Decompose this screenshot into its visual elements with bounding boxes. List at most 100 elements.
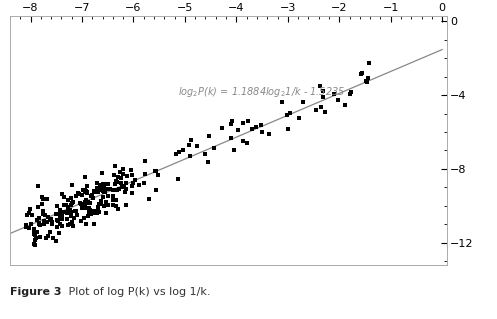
Text: Plot of log P(k) vs log 1/k.: Plot of log P(k) vs log 1/k. [65, 287, 210, 297]
Point [109, 197, 117, 203]
Point [119, 167, 127, 172]
Point [81, 200, 89, 205]
Point [42, 235, 50, 241]
Point [83, 183, 91, 188]
Point [86, 211, 94, 216]
Point [151, 168, 159, 173]
Point [185, 143, 193, 148]
Point [93, 211, 101, 216]
Point [30, 242, 38, 247]
Point [68, 182, 76, 187]
Point [60, 203, 68, 208]
Point [40, 218, 48, 223]
Point [104, 194, 112, 199]
Point [56, 208, 64, 213]
Point [284, 127, 292, 132]
Point [122, 203, 130, 208]
Point [47, 216, 55, 221]
Point [114, 174, 122, 179]
Point [56, 210, 64, 215]
Point [252, 125, 260, 130]
Point [59, 217, 67, 222]
Point [82, 222, 89, 227]
Point [186, 153, 194, 158]
Point [60, 194, 68, 199]
Point [258, 129, 266, 134]
Point [65, 209, 73, 214]
Point [286, 111, 294, 116]
Point [96, 198, 104, 203]
Point [121, 190, 129, 195]
Point [334, 97, 342, 102]
Point [115, 187, 123, 192]
Point [65, 208, 73, 213]
Point [65, 197, 73, 202]
Point [98, 171, 106, 176]
Point [32, 236, 40, 241]
Point [244, 119, 252, 124]
Point [34, 184, 42, 189]
Point [357, 71, 365, 77]
Point [79, 202, 87, 207]
Point [95, 210, 103, 215]
Point [35, 220, 43, 225]
Point [116, 169, 124, 174]
Point [201, 151, 209, 156]
Point [193, 144, 201, 149]
Point [319, 94, 327, 99]
Point [283, 113, 291, 118]
Point [94, 208, 102, 213]
Point [94, 204, 102, 209]
Point [44, 234, 52, 239]
Point [129, 180, 137, 185]
Point [68, 213, 76, 218]
Point [27, 221, 35, 226]
Point [114, 206, 122, 211]
Point [39, 197, 47, 202]
Point [174, 149, 182, 154]
Point [44, 214, 52, 219]
Point [154, 173, 162, 178]
Point [230, 147, 238, 152]
Point [122, 187, 130, 192]
Point [112, 178, 120, 183]
Point [85, 208, 93, 213]
Point [172, 151, 180, 156]
Point [100, 189, 108, 195]
Point [41, 212, 49, 217]
Point [358, 71, 366, 76]
Point [30, 232, 38, 237]
Point [111, 164, 119, 169]
Point [54, 224, 62, 229]
Text: Figure 3: Figure 3 [10, 287, 62, 297]
Point [135, 182, 143, 188]
Point [22, 223, 30, 228]
Point [65, 210, 73, 215]
Point [278, 99, 286, 104]
Point [64, 204, 72, 209]
Point [68, 219, 76, 225]
Point [100, 203, 108, 208]
Point [239, 121, 247, 126]
Point [227, 122, 235, 127]
Point [361, 78, 369, 84]
Point [228, 118, 236, 123]
Point [78, 193, 85, 198]
Point [87, 193, 95, 198]
Point [58, 215, 66, 220]
Point [93, 180, 101, 185]
Text: log$_2$P(k) = 1.1884log$_2$1/k - 1.5235: log$_2$P(k) = 1.1884log$_2$1/k - 1.5235 [178, 85, 346, 99]
Point [74, 190, 82, 196]
Point [55, 230, 63, 235]
Point [81, 174, 88, 180]
Point [363, 76, 371, 81]
Point [46, 218, 54, 223]
Point [365, 61, 373, 66]
Point [244, 141, 251, 146]
Point [84, 205, 92, 211]
Point [109, 193, 117, 198]
Point [85, 209, 93, 214]
Point [321, 110, 329, 115]
Point [145, 197, 153, 202]
Point [52, 211, 60, 216]
